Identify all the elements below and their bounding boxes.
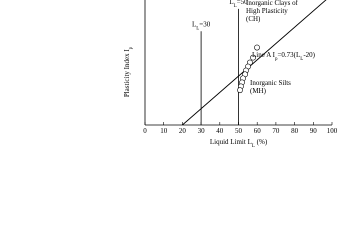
annotation-part: Line A I	[252, 51, 276, 59]
limit-label-part: =30	[199, 20, 210, 28]
limit-label-part: L	[192, 20, 196, 28]
limit-label: LL=30	[192, 20, 211, 31]
limit-label-part: L	[229, 0, 233, 6]
annotation: (MH)	[250, 87, 267, 95]
annotation-part: (MH)	[250, 87, 267, 95]
annotation-part: p	[275, 57, 278, 62]
annotation: (CH)	[246, 15, 261, 23]
x-tick-label: 100	[327, 127, 338, 135]
x-tick-label: 80	[291, 127, 299, 135]
a-line	[182, 0, 327, 125]
x-axis-title-part: Liquid Limit L	[210, 138, 252, 146]
x-tick-label: 10	[160, 127, 168, 135]
x-tick-label: 40	[216, 127, 224, 135]
x-tick-label: 20	[179, 127, 187, 135]
limit-label-part: L	[196, 26, 199, 31]
x-tick-label: 70	[272, 127, 280, 135]
annotation: Inorganic Silts	[250, 79, 291, 87]
annotation: High Plasticity	[246, 7, 288, 15]
y-axis-title: Plasticity Index Ip	[123, 46, 134, 97]
x-tick-label: 30	[198, 127, 206, 135]
annotation: Inorganic Clays of	[246, 0, 299, 7]
x-axis-title-part: (%)	[255, 138, 268, 146]
x-tick-label: 50	[235, 127, 243, 135]
annotation-part: -20)	[303, 51, 315, 59]
limit-label: LL=50	[229, 0, 248, 8]
limit-label-part: =50	[237, 0, 248, 6]
annotation-part: Inorganic Silts	[250, 79, 291, 87]
annotation-part: =0.73(L	[277, 51, 300, 59]
annotation-part: High Plasticity	[246, 7, 288, 15]
x-tick-label: 0	[143, 127, 147, 135]
x-tick-label: 60	[254, 127, 262, 135]
annotation: Line A Ip=0.73(LL-20)	[252, 51, 316, 62]
data-point	[237, 87, 243, 94]
x-axis-title: Liquid Limit LL (%)	[210, 138, 268, 149]
x-axis-title-part: L	[252, 144, 255, 149]
annotation-part: (CH)	[246, 15, 261, 23]
data-point	[254, 44, 260, 51]
annotation-part: Inorganic Clays of	[246, 0, 299, 7]
annotation-part: L	[300, 57, 303, 62]
y-axis-title-part: p	[129, 46, 134, 49]
data-point	[250, 54, 256, 61]
limit-label-part: L	[234, 3, 237, 8]
x-tick-label: 90	[310, 127, 318, 135]
plot-area	[182, 0, 327, 125]
y-axis-title-part: Plasticity Index I	[123, 49, 131, 97]
